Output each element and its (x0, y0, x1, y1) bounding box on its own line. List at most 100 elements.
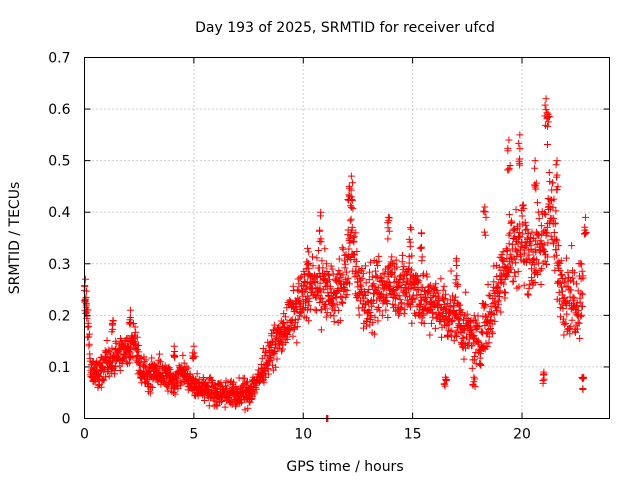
data-point (550, 195, 558, 203)
data-point (485, 339, 493, 347)
data-point (400, 262, 408, 270)
data-point (514, 268, 522, 276)
data-point (557, 279, 565, 287)
data-point (221, 403, 229, 411)
data-point (371, 330, 379, 338)
data-point (470, 332, 478, 340)
data-point (448, 327, 456, 335)
data-point (527, 233, 535, 241)
data-point (326, 283, 334, 291)
data-point (402, 289, 410, 297)
data-point (166, 365, 174, 373)
data-point (384, 224, 392, 232)
data-point (534, 231, 542, 239)
data-point (140, 358, 148, 366)
data-point (267, 344, 275, 352)
data-point (269, 361, 277, 369)
data-point (442, 376, 450, 384)
data-point (346, 239, 354, 247)
data-point (535, 231, 543, 239)
data-point (313, 254, 321, 262)
data-point (557, 257, 565, 265)
data-point (544, 195, 552, 203)
data-point (491, 317, 499, 325)
data-point (405, 253, 413, 261)
data-point (423, 273, 431, 281)
data-point (573, 280, 581, 288)
data-point (193, 370, 201, 378)
data-point (82, 275, 90, 283)
data-point (453, 272, 461, 280)
data-point (279, 320, 287, 328)
data-point (448, 318, 456, 326)
data-point (293, 305, 301, 313)
data-point (518, 212, 526, 220)
data-point (379, 269, 387, 277)
data-point (251, 388, 259, 396)
data-point (415, 277, 423, 285)
data-point (268, 332, 276, 340)
data-point (190, 349, 198, 357)
y-tick-label: 0.1 (48, 360, 70, 376)
data-point (520, 204, 528, 212)
data-point (365, 268, 373, 276)
data-point (573, 310, 581, 318)
data-point (471, 353, 479, 361)
data-point (85, 330, 93, 338)
data-point (327, 262, 335, 270)
data-point (328, 265, 336, 273)
data-point (472, 326, 480, 334)
data-point (298, 305, 306, 313)
data-point (560, 320, 568, 328)
data-point (441, 382, 449, 390)
data-point (343, 286, 351, 294)
data-point (558, 271, 566, 279)
data-point (427, 319, 435, 327)
data-point (578, 302, 586, 310)
data-point (552, 235, 560, 243)
data-point (566, 330, 574, 338)
data-point (577, 260, 585, 268)
data-point (501, 294, 509, 302)
data-point (305, 298, 313, 306)
data-point (311, 306, 319, 314)
data-point (294, 315, 302, 323)
data-point (505, 165, 513, 173)
data-point (321, 304, 329, 312)
data-point (552, 207, 560, 215)
data-point (506, 162, 514, 170)
data-point (481, 208, 489, 216)
x-axis-label: GPS time / hours (286, 459, 403, 475)
data-point (505, 136, 513, 144)
data-point (362, 279, 370, 287)
data-point (553, 173, 561, 181)
data-point (578, 311, 586, 319)
data-point (342, 279, 350, 287)
data-point (501, 289, 509, 297)
data-point (518, 230, 526, 238)
data-point (441, 295, 449, 303)
data-point (523, 225, 531, 233)
data-point (549, 179, 557, 187)
data-point (558, 300, 566, 308)
data-point (413, 291, 421, 299)
data-point (431, 324, 439, 332)
data-point (349, 234, 357, 242)
data-point (533, 199, 541, 207)
data-point (333, 301, 341, 309)
data-point (490, 278, 498, 286)
data-point (507, 265, 515, 273)
data-point (315, 247, 323, 255)
data-point (445, 326, 453, 334)
data-point (431, 283, 439, 291)
data-point (337, 293, 345, 301)
data-point (482, 213, 490, 221)
data-point (432, 280, 440, 288)
data-point (363, 297, 371, 305)
data-point (508, 218, 516, 226)
data-point (570, 269, 578, 277)
data-point (365, 286, 373, 294)
data-point (505, 240, 513, 248)
data-point (300, 281, 308, 289)
data-point (514, 240, 522, 248)
